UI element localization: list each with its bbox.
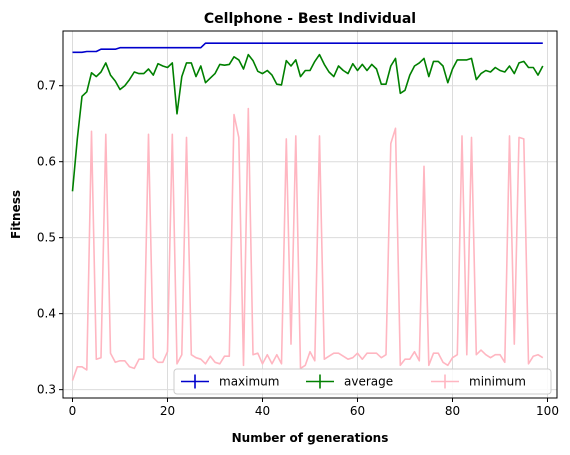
y-tick-label: 0.5	[37, 231, 56, 245]
series-line-average	[71, 53, 544, 192]
x-tick-label: 80	[445, 404, 460, 418]
legend-entry-minimum: minimum	[431, 374, 526, 389]
legend: maximum average minimum	[173, 368, 552, 395]
ticks: 0 20 40 60 80 100 0.3 0.4 0.5 0.6 0.7	[37, 79, 559, 418]
legend-label: maximum	[219, 375, 279, 389]
legend-entry-average: average	[306, 374, 393, 389]
x-tick-label: 60	[350, 404, 365, 418]
series-line-minimum	[71, 107, 544, 381]
x-axis-label: Number of generations	[232, 431, 389, 445]
chart-title: Cellphone - Best Individual	[204, 11, 416, 27]
y-tick-label: 0.3	[37, 383, 56, 397]
y-tick-label: 0.7	[37, 79, 56, 93]
y-axis-label: Fitness	[9, 190, 23, 239]
y-tick-label: 0.4	[37, 307, 56, 321]
x-tick-label: 0	[69, 404, 77, 418]
series-layer	[71, 42, 544, 381]
x-tick-label: 100	[536, 404, 559, 418]
legend-label: minimum	[469, 375, 526, 389]
x-tick-label: 20	[160, 404, 175, 418]
legend-box	[173, 368, 552, 395]
plot-frame	[62, 30, 558, 399]
y-tick-label: 0.6	[37, 155, 56, 169]
series-line-maximum	[72, 42, 543, 54]
legend-entry-maximum: maximum	[181, 374, 279, 389]
legend-label: average	[344, 375, 393, 389]
x-tick-label: 40	[255, 404, 270, 418]
